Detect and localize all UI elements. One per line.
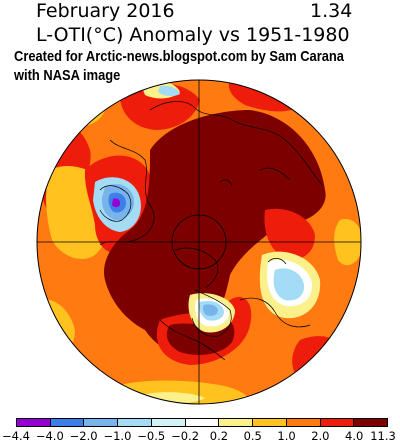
color-legend [16,418,388,427]
legend-swatch [185,419,220,426]
map-title: L-OTI(°C) Anomaly vs 1951-1980 [36,24,350,46]
region-cold-greenland [202,304,218,316]
legend-tick-label: 0.2 [209,429,229,443]
region-warm-southeast-rim [292,336,348,387]
region-warm-north-rim [228,80,300,112]
map-date: February 2016 [36,0,175,22]
legend-tick-label: −0.5 [137,429,166,443]
region-coldest-hudson [112,198,121,208]
legend-swatch [286,419,321,426]
legend-swatch [84,419,119,426]
legend-swatch [320,419,355,426]
legend-ticks: −4.4 −4.0 −2.0 −1.0 −0.5 −0.2 0.2 0.5 1.0 2.0 4.0 1… [0,429,400,447]
legend-tick-label: 2.0 [311,429,330,443]
legend-swatch [253,419,287,426]
region-strong-warm-arctic-siberia [104,110,326,354]
global-mean-value: 1.34 [310,0,353,22]
region-warm-east-siberia [264,208,315,260]
legend-tick-label: −4.4 [2,429,30,443]
legend-swatch [50,419,85,426]
region-cool-east-siberia [273,268,305,301]
map-regions [37,80,361,404]
legend-swatch [17,419,51,426]
legend-swatch [118,419,152,426]
legend-swatch [219,419,254,426]
region-cool-bering [158,85,180,97]
region-warm-alaska [120,83,200,130]
legend-swatch [151,419,186,426]
anomaly-map [36,79,362,405]
legend-tick-label: 1.0 [277,429,296,443]
coastlines [99,101,323,361]
legend-tick-label: 4.0 [345,429,364,443]
legend-tick-label: 11.3 [370,429,396,443]
credit-line-1: Created for Arctic-news.blogspot.com by … [14,48,344,65]
legend-tick-label: −4.0 [35,429,64,443]
legend-tick-label: −1.0 [103,429,132,443]
legend-tick-label: 0.5 [243,429,262,443]
legend-swatch [354,419,388,426]
legend-tick-label: −0.2 [171,429,200,443]
credit-line-2: with NASA image [14,67,121,84]
legend-tick-label: −2.0 [69,429,98,443]
